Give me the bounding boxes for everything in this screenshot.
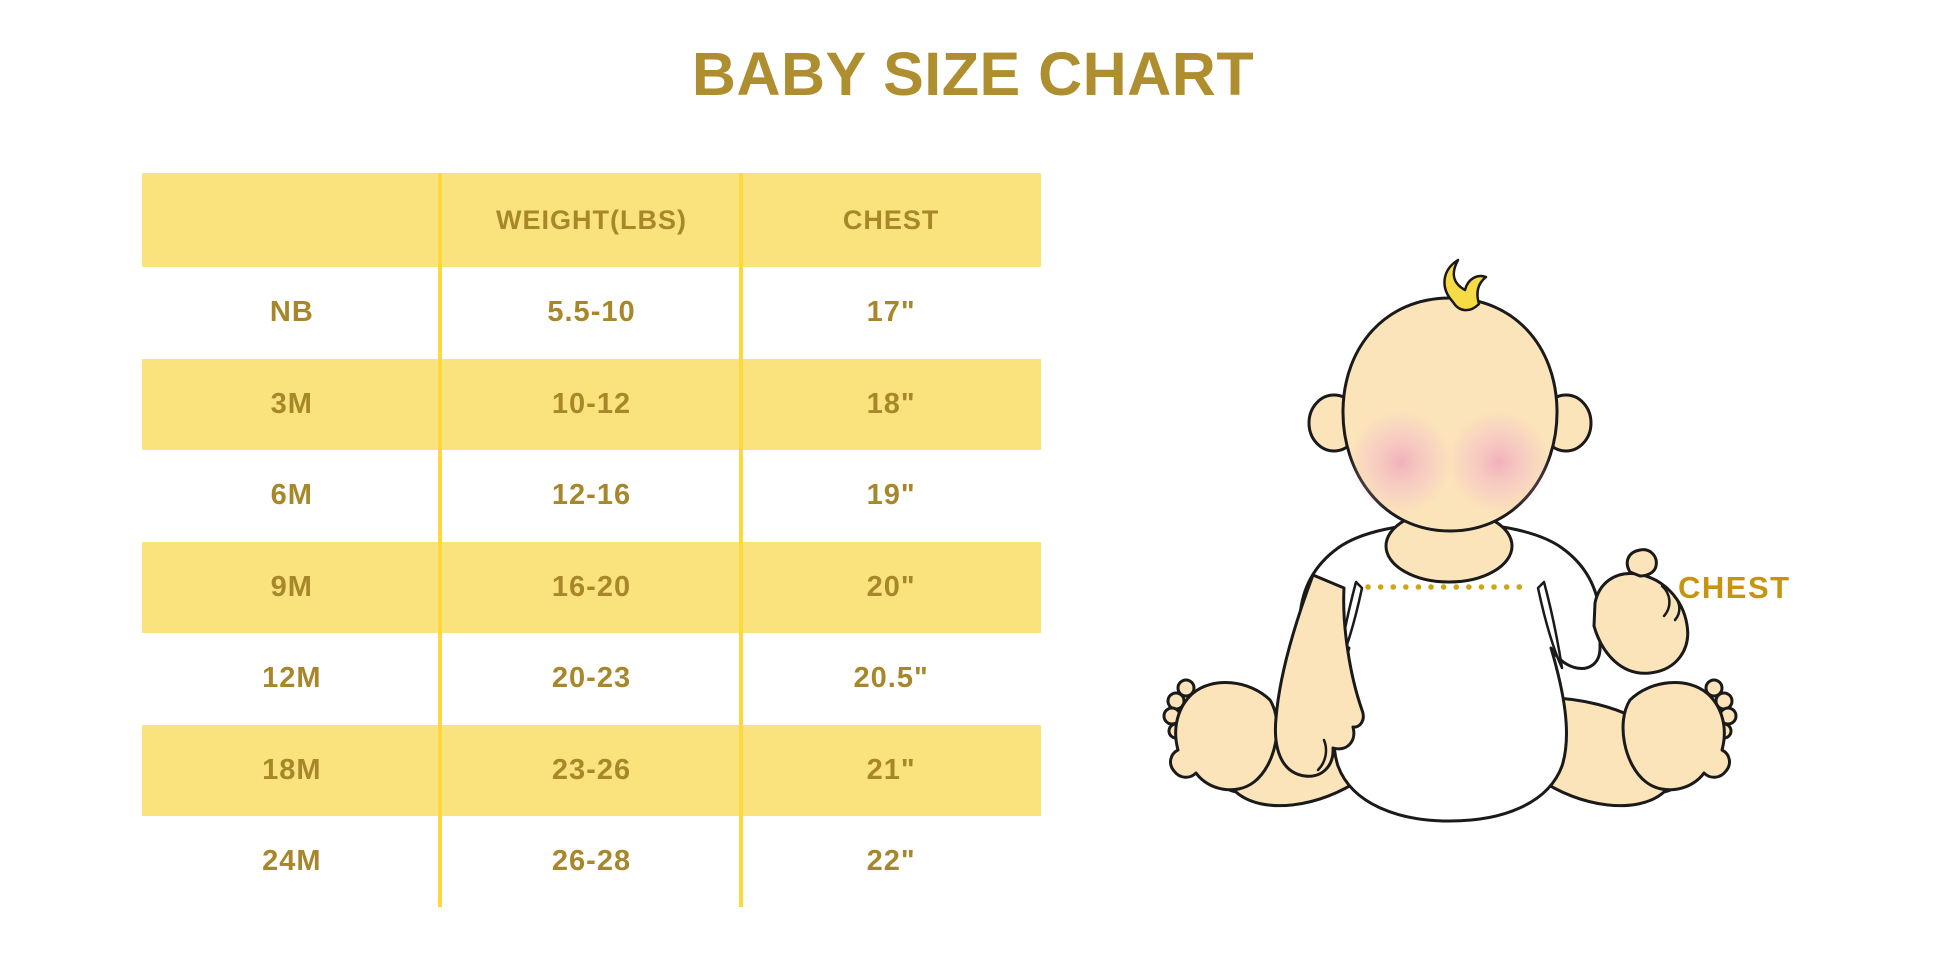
chest-cell: 18" xyxy=(866,387,916,420)
weight-cell: 26-28 xyxy=(551,845,632,878)
weight-cell: 5.5-10 xyxy=(547,296,636,329)
column-divider xyxy=(739,173,743,907)
size-cell: 18M xyxy=(262,753,322,786)
baby-head xyxy=(1307,258,1593,533)
header-size-cell xyxy=(142,173,442,267)
baby-hair-tuft xyxy=(1443,258,1488,312)
chest-cell: 20.5" xyxy=(853,662,929,695)
baby-illustration: CHEST xyxy=(1150,230,1900,910)
header-chest-cell: CHEST xyxy=(842,204,940,235)
chest-cell: 17" xyxy=(866,296,916,329)
weight-cell: 10-12 xyxy=(551,387,632,420)
size-cell: 3M xyxy=(270,387,313,420)
chest-cell: 22" xyxy=(866,845,916,878)
baby-right-arm xyxy=(1592,548,1690,675)
table-row: 24M 26-28 22" xyxy=(142,816,1041,908)
size-cell: 9M xyxy=(270,570,313,603)
page-title: BABY SIZE CHART xyxy=(691,40,1255,108)
baby-right-leg xyxy=(1503,678,1738,808)
table-row: 3M 10-12 18" xyxy=(142,358,1041,450)
chest-cell: 21" xyxy=(866,753,916,786)
chest-cell: 20" xyxy=(866,570,916,603)
armpit-notch xyxy=(1536,580,1564,670)
size-cell: 24M xyxy=(262,845,322,878)
size-table: WEIGHT(LBS) CHEST NB 5.5-10 17" 3M 10-12… xyxy=(142,173,1041,907)
table-row: 9M 16-20 20" xyxy=(142,541,1041,633)
table-row: 6M 12-16 19" xyxy=(142,450,1041,542)
baby-cheek xyxy=(1447,410,1551,514)
table-header-row: WEIGHT(LBS) CHEST xyxy=(142,173,1041,267)
chest-cell: 19" xyxy=(866,479,916,512)
size-table-body: NB 5.5-10 17" 3M 10-12 18" 6M 12-16 19" … xyxy=(142,267,1041,908)
size-cell: 12M xyxy=(262,662,322,695)
chest-measure-label: CHEST xyxy=(1678,570,1791,605)
column-divider xyxy=(438,173,442,907)
size-cell: 6M xyxy=(270,479,313,512)
baby-svg: CHEST xyxy=(1162,258,1791,823)
weight-cell: 20-23 xyxy=(551,662,632,695)
table-row: 12M 20-23 20.5" xyxy=(142,633,1041,725)
header-weight-cell: WEIGHT(LBS) xyxy=(496,204,687,235)
table-row: NB 5.5-10 17" xyxy=(142,267,1041,359)
baby-cheek xyxy=(1349,410,1453,514)
weight-cell: 16-20 xyxy=(551,570,632,603)
size-cell: NB xyxy=(269,296,314,329)
weight-cell: 23-26 xyxy=(551,753,632,786)
table-row: 18M 23-26 21" xyxy=(142,724,1041,816)
weight-cell: 12-16 xyxy=(551,479,632,512)
baby-left-arm xyxy=(1273,573,1365,778)
